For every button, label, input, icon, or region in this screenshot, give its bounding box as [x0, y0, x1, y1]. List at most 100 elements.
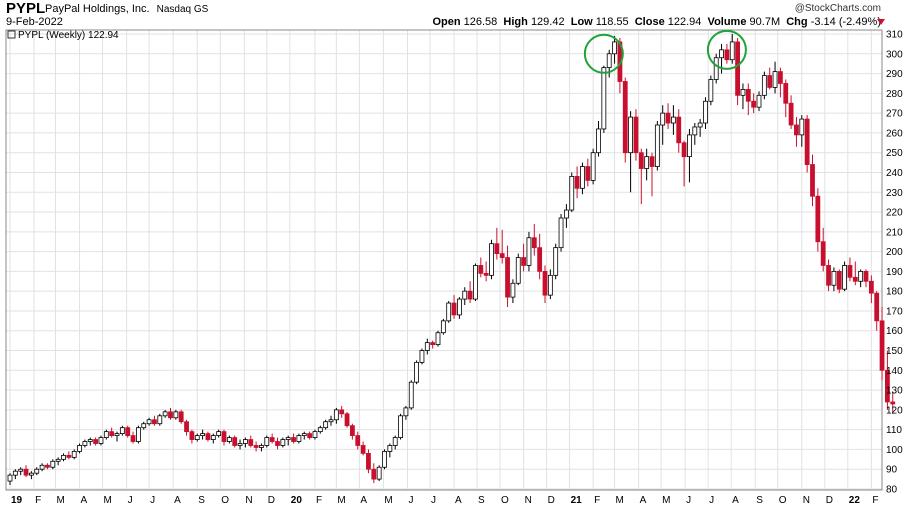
y-tick-label: 100 — [886, 445, 903, 456]
annotations — [583, 29, 747, 74]
candle-body — [344, 413, 350, 427]
candle-body — [71, 451, 77, 458]
candle-body — [553, 247, 559, 276]
candle-body — [221, 431, 227, 442]
candle — [157, 413, 163, 426]
candle — [301, 431, 307, 440]
candle-body — [874, 292, 880, 322]
candle — [55, 457, 61, 466]
candle-body — [697, 122, 703, 128]
candle-body — [194, 435, 200, 440]
x-tick-label: A — [455, 495, 462, 506]
x-tick-label: O — [779, 495, 787, 506]
candle-body — [676, 116, 682, 144]
x-tick-label: J — [709, 495, 714, 506]
candle — [687, 128, 692, 183]
candle — [178, 409, 184, 424]
candle-body — [890, 401, 896, 405]
close-value: 122.94 — [667, 16, 702, 28]
candle-body — [521, 257, 526, 266]
candle — [708, 75, 714, 106]
company-label: PayPal Holdings, Inc. — [45, 3, 150, 15]
x-tick-label: J — [128, 495, 133, 506]
candle-body — [451, 302, 457, 316]
candle-body — [210, 435, 216, 440]
candle — [328, 415, 334, 426]
candle-body — [842, 265, 847, 290]
candle — [366, 449, 371, 474]
x-tick-label: J — [150, 495, 155, 506]
candle — [558, 214, 564, 252]
candle — [761, 71, 767, 100]
candle — [275, 437, 280, 450]
candle-body — [456, 298, 462, 316]
candle — [71, 449, 77, 460]
candle — [349, 423, 355, 440]
x-tick-label: A — [360, 495, 367, 506]
candle-body — [248, 439, 254, 446]
candle-body — [157, 415, 163, 425]
y-tick-label: 90 — [886, 465, 898, 476]
candle — [831, 267, 837, 292]
candle-body — [125, 427, 131, 436]
x-tick-label: D — [268, 495, 275, 506]
x-tick-label: J — [431, 495, 436, 506]
candle — [152, 415, 157, 426]
candle — [499, 229, 505, 264]
candle — [392, 435, 398, 450]
candle — [510, 279, 516, 304]
candle — [280, 437, 286, 448]
ticker-symbol: PYPL — [6, 0, 46, 17]
candle-body — [590, 152, 596, 181]
candle-body — [45, 464, 50, 468]
candle — [232, 435, 238, 448]
candle-body — [831, 270, 837, 286]
candle — [580, 162, 585, 195]
candle-body — [39, 464, 45, 470]
candle-body — [23, 468, 29, 476]
candle-body — [200, 433, 206, 436]
candle — [221, 429, 227, 446]
candle-body — [18, 468, 24, 472]
candle — [419, 348, 425, 365]
candle — [724, 43, 730, 64]
candle-body — [606, 53, 612, 69]
y-tick-label: 260 — [886, 128, 903, 139]
x-tick-label: D — [548, 495, 555, 506]
candle — [114, 431, 120, 442]
y-tick-label: 160 — [886, 326, 903, 337]
candle-body — [387, 445, 393, 452]
y-tick-label: 240 — [886, 168, 903, 179]
candle — [456, 297, 462, 319]
x-tick-label: F — [594, 495, 600, 506]
candle — [772, 61, 778, 94]
candle-body — [708, 79, 714, 102]
candle-body — [446, 302, 452, 322]
candle — [526, 231, 532, 272]
candle-body — [12, 470, 18, 476]
candle — [622, 77, 628, 163]
candle — [713, 53, 719, 84]
candle — [119, 425, 125, 436]
candle — [408, 380, 414, 410]
candle — [34, 467, 40, 476]
candle-body — [852, 276, 858, 282]
candle — [628, 111, 633, 193]
candle-body — [291, 437, 296, 442]
candle — [494, 227, 500, 260]
candle-body — [858, 270, 864, 282]
candle-body — [50, 460, 56, 468]
candle — [810, 154, 815, 207]
candle — [18, 467, 24, 476]
candle — [344, 411, 350, 428]
candle — [253, 441, 259, 452]
candle — [226, 435, 232, 444]
open-label: Open — [432, 16, 461, 28]
candle-body — [761, 75, 767, 96]
candle — [66, 451, 72, 460]
candle-body — [799, 118, 805, 136]
candle — [451, 295, 457, 319]
candle-body — [66, 454, 72, 458]
candle — [564, 204, 569, 228]
y-axis-labels: 80 90 100 110 120 130 140 150 160 170 180 190 200 210… — [886, 30, 903, 496]
